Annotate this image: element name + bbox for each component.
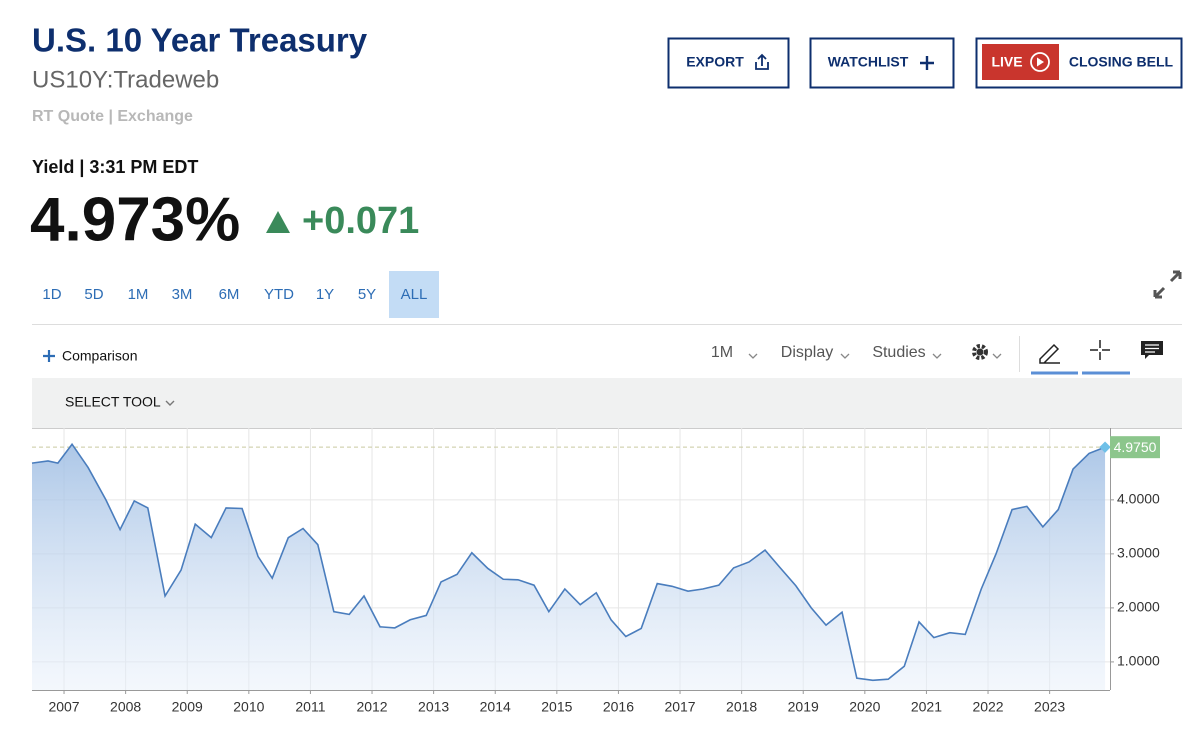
up-arrow [266,211,290,233]
last-value-label: 4.9750 [1114,439,1157,455]
range-tab[interactable]: ALL [401,286,428,303]
x-tick-label: 2008 [110,699,141,715]
range-tab[interactable]: YTD [264,286,294,303]
quote-source: RT Quote | Exchange [32,108,193,125]
y-tick-label: 2.0000 [1117,599,1160,615]
live-badge [982,44,1059,80]
tab-highlight [389,271,439,318]
quote-label: Yield | 3:31 PM EDT [32,157,198,177]
play-triangle [1037,57,1044,67]
x-tick-label: 2013 [418,699,449,715]
area-fill [32,444,1106,690]
chevrons [748,353,1002,359]
select-tool-bar [32,378,1182,428]
button-label: EXPORT [686,54,744,70]
x-tick-label: 2017 [664,699,695,715]
draw-tool[interactable] [1039,343,1060,364]
x-tick-label: 2019 [788,699,819,715]
x-tick-label: 2009 [172,699,203,715]
studies-menu[interactable]: Studies [872,344,925,361]
change: +0.071 [302,200,419,242]
last-point [1099,441,1111,453]
x-tick-label: 2010 [233,699,264,715]
x-tick-label: 2007 [48,699,79,715]
x-tick-label: 2015 [541,699,572,715]
expand-icon[interactable] [1153,270,1182,299]
button-label: CLOSING BELL [1069,54,1174,70]
plus-icon [920,56,934,70]
settings-icon[interactable] [972,344,988,360]
price-line [31,442,1106,682]
range-tab[interactable]: 5Y [358,286,376,303]
export-button[interactable]: EXPORT [667,37,790,89]
x-tick-label: 2023 [1034,699,1065,715]
x-tick-label: 2012 [356,699,387,715]
chevron [165,400,175,406]
x-tick-label: 2018 [726,699,757,715]
x-tick-label: 2014 [480,699,511,715]
y-tick-label: 3.0000 [1117,545,1160,561]
annotation-lines [1145,344,1159,353]
x-tick-label: 2016 [603,699,634,715]
symbol: US10Y:Tradeweb [32,66,219,93]
range-tabs: 1D 5D 1M 3M 6M YTD 1Y 5Y ALL [42,271,439,318]
crosshair-tool[interactable] [1090,340,1110,360]
y-tick-label: 4.0000 [1117,491,1160,507]
y-tick-label: 1.0000 [1117,653,1160,669]
range-tab[interactable]: 1Y [316,286,334,303]
button-label: WATCHLIST [828,54,909,70]
range-tab[interactable]: 1D [42,286,61,303]
interval-menu[interactable]: 1M [711,344,733,361]
x-tick-label: 2011 [295,699,325,715]
play-icon [1030,52,1050,72]
display-menu[interactable]: Display [781,344,833,361]
settings-hub [976,348,984,356]
x-tick-label: 2021 [911,699,942,715]
comparison-button[interactable]: Comparison [62,348,137,364]
chart: 1.0000 2.0000 3.0000 4.0000 2007 2008 2009 2010… [31,428,1182,715]
price: 4.973% [30,185,240,254]
plus-icon[interactable] [43,350,55,362]
range-tab[interactable]: 6M [219,286,240,303]
range-tab[interactable]: 1M [128,286,149,303]
annotation-tool[interactable] [1141,341,1163,359]
last-value-tag [1110,436,1160,459]
live-button[interactable]: LIVE CLOSING BELL [975,37,1183,89]
x-tick-label: 2020 [849,699,880,715]
live-label: LIVE [991,54,1022,70]
select-tool[interactable]: SELECT TOOL [65,394,161,410]
export-icon [755,53,769,70]
title: U.S. 10 Year Treasury [32,22,368,59]
range-tab[interactable]: 5D [84,286,103,303]
watchlist-button[interactable]: WATCHLIST [809,37,955,89]
x-tick-label: 2022 [972,699,1003,715]
range-tab[interactable]: 3M [172,286,193,303]
